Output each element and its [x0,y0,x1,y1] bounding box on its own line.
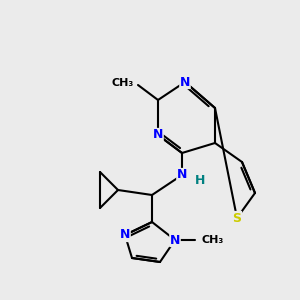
Text: CH₃: CH₃ [112,78,134,88]
Text: N: N [180,76,190,88]
Text: H: H [195,173,205,187]
Text: S: S [232,212,242,224]
Text: N: N [153,128,163,142]
Text: N: N [177,169,187,182]
Text: CH₃: CH₃ [201,235,223,245]
Text: N: N [170,233,180,247]
Text: N: N [120,229,130,242]
